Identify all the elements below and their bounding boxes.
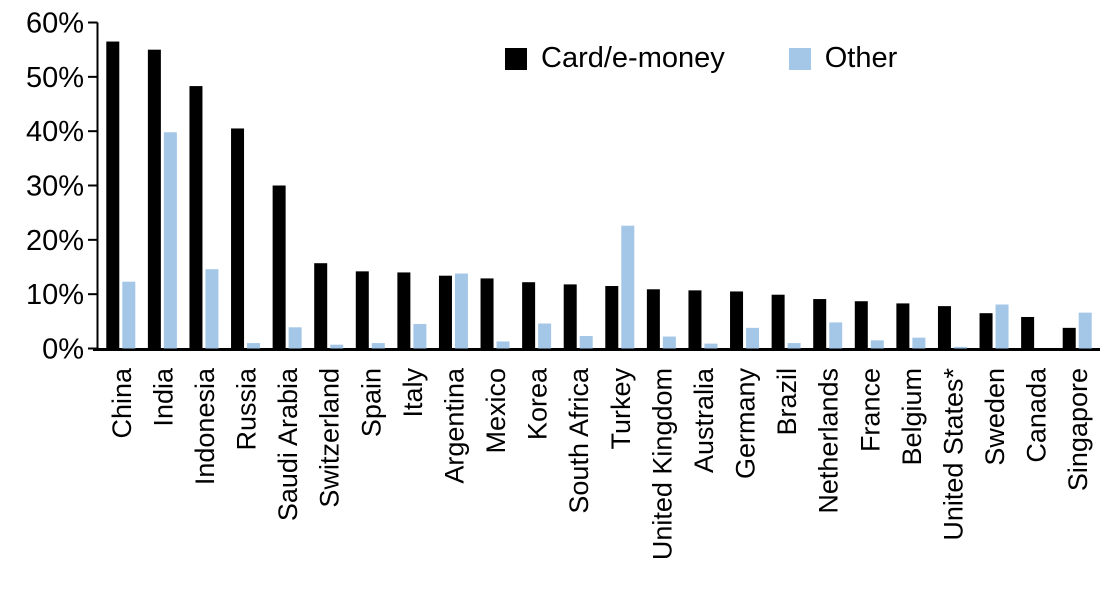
chart-legend: Card/e-money Other bbox=[505, 42, 897, 75]
x-axis-label: Netherlands bbox=[814, 368, 844, 514]
y-axis-label: 10% bbox=[26, 279, 84, 311]
bar-other-argentina bbox=[454, 273, 468, 349]
x-axis-label: Spain bbox=[356, 368, 386, 437]
bar-card-emoney-brazil bbox=[771, 294, 785, 349]
bar-other-india bbox=[163, 132, 177, 349]
bar-other-germany bbox=[746, 327, 760, 349]
x-axis-label: Singapore bbox=[1063, 368, 1093, 491]
bar-other-china bbox=[122, 281, 136, 349]
x-axis-label: Mexico bbox=[481, 368, 511, 454]
bar-other-russia bbox=[247, 343, 261, 349]
bar-other-korea bbox=[538, 323, 552, 349]
x-axis-label: Indonesia bbox=[190, 367, 220, 485]
bar-card-emoney-china bbox=[106, 41, 120, 349]
bar-other-sweden bbox=[995, 304, 1009, 349]
other-legend-swatch bbox=[788, 47, 811, 70]
bar-card-emoney-belgium bbox=[896, 303, 910, 349]
bar-card-emoney-india bbox=[147, 49, 161, 349]
bar-other-south-africa bbox=[579, 336, 593, 349]
bar-card-emoney-saudi-arabia bbox=[272, 185, 286, 349]
other-legend-label: Other bbox=[824, 42, 898, 74]
x-axis-label: India bbox=[148, 367, 178, 427]
bar-card-emoney-argentina bbox=[438, 275, 452, 349]
bar-other-singapore bbox=[1078, 312, 1092, 349]
card-emoney-legend-label: Card/e-money bbox=[541, 42, 725, 74]
y-axis-label: 40% bbox=[26, 116, 84, 148]
bar-card-emoney-switzerland bbox=[314, 263, 328, 349]
x-axis-label: Russia bbox=[232, 367, 262, 451]
bar-other-brazil bbox=[787, 343, 801, 349]
x-axis-label: China bbox=[107, 367, 137, 439]
y-axis-label: 50% bbox=[26, 62, 84, 94]
x-axis-label: South Africa bbox=[564, 367, 594, 514]
bar-card-emoney-spain bbox=[355, 271, 369, 349]
bar-other-mexico bbox=[496, 341, 510, 349]
bar-other-indonesia bbox=[205, 269, 219, 349]
bar-card-emoney-russia bbox=[231, 128, 245, 349]
bar-other-italy bbox=[413, 324, 427, 349]
bar-card-emoney-korea bbox=[522, 282, 536, 349]
x-axis-label: Italy bbox=[398, 368, 428, 418]
x-axis-label: Brazil bbox=[772, 368, 802, 436]
bar-card-emoney-turkey bbox=[605, 286, 619, 349]
x-axis-label: Switzerland bbox=[315, 368, 345, 508]
bar-card-emoney-singapore bbox=[1062, 327, 1076, 349]
bar-other-spain bbox=[371, 343, 385, 349]
bar-card-emoney-australia bbox=[688, 290, 702, 349]
bar-other-switzerland bbox=[330, 344, 344, 349]
y-axis-label: 60% bbox=[26, 8, 84, 40]
y-axis-label: 20% bbox=[26, 225, 84, 257]
bar-other-turkey bbox=[621, 225, 635, 349]
y-axis-label: 30% bbox=[26, 171, 84, 203]
bar-card-emoney-germany bbox=[730, 291, 744, 349]
x-axis-label: Sweden bbox=[980, 368, 1010, 466]
x-axis-label: Belgium bbox=[897, 368, 927, 466]
x-axis-label: Australia bbox=[689, 367, 719, 473]
bar-other-united-kingdom bbox=[662, 336, 676, 349]
bar-other-france bbox=[870, 340, 884, 349]
x-axis-label: Korea bbox=[523, 367, 553, 440]
bar-card-emoney-italy bbox=[397, 272, 411, 349]
bar-other-saudi-arabia bbox=[288, 327, 302, 349]
bar-card-emoney-mexico bbox=[480, 278, 494, 349]
x-axis-label: Turkey bbox=[606, 368, 636, 450]
x-axis-label: Germany bbox=[731, 368, 761, 480]
bar-card-emoney-netherlands bbox=[813, 299, 827, 349]
bar-card-emoney-sweden bbox=[979, 313, 993, 349]
x-axis-label: Canada bbox=[1022, 367, 1052, 463]
bar-card-emoney-canada bbox=[1021, 316, 1035, 349]
x-axis-label: Saudi Arabia bbox=[273, 367, 303, 521]
x-axis-label: France bbox=[855, 368, 885, 452]
bar-card-emoney-united-kingdom bbox=[646, 289, 660, 349]
bar-card-emoney-indonesia bbox=[189, 86, 203, 349]
bar-other-netherlands bbox=[829, 322, 843, 349]
bar-card-emoney-france bbox=[854, 301, 868, 349]
bar-card-emoney-south-africa bbox=[563, 284, 577, 349]
bar-other-belgium bbox=[912, 337, 926, 349]
x-axis-label: United Kingdom bbox=[647, 368, 677, 560]
card-emoney-legend-swatch bbox=[505, 47, 527, 70]
bar-other-united-states bbox=[953, 346, 967, 349]
bar-other-australia bbox=[704, 343, 718, 349]
x-axis-label: United States* bbox=[938, 368, 968, 541]
x-axis-label: Argentina bbox=[439, 367, 469, 484]
bar-card-emoney-united-states bbox=[937, 306, 951, 349]
y-axis-label: 0% bbox=[42, 334, 84, 366]
